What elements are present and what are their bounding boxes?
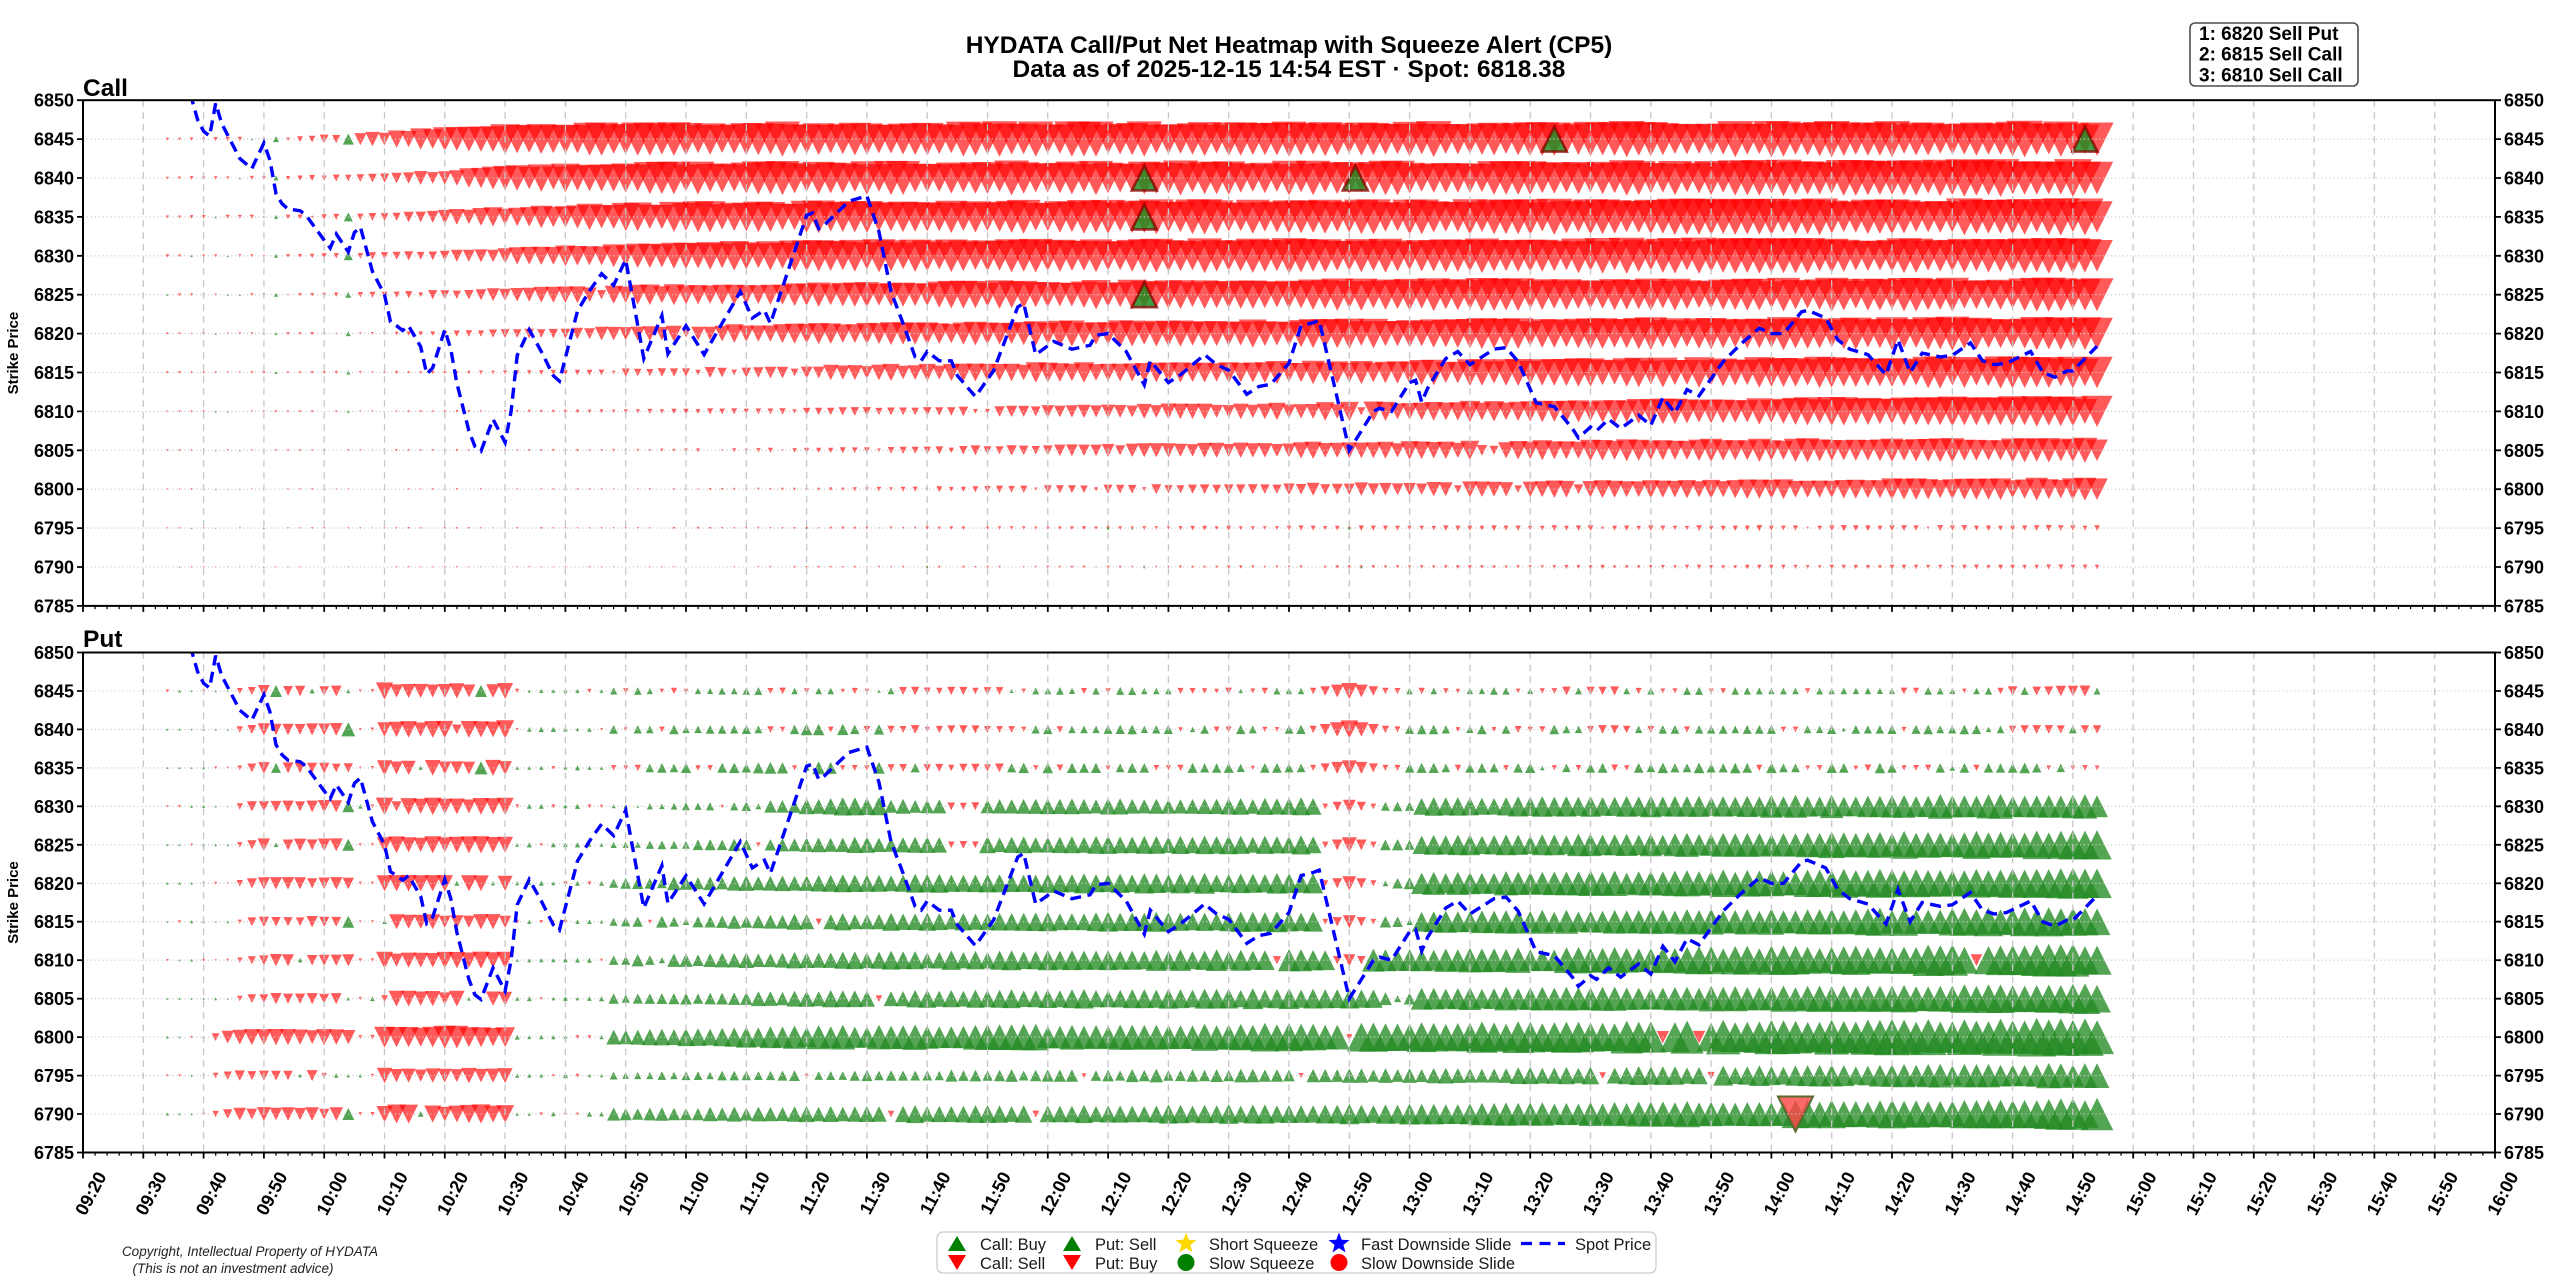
svg-text:6790: 6790 [34,558,74,578]
svg-text:6840: 6840 [34,720,74,740]
svg-text:Slow Downside Slide: Slow Downside Slide [1361,1255,1515,1273]
svg-text:6810: 6810 [2504,951,2544,971]
svg-text:6825: 6825 [2504,835,2544,855]
svg-text:6820: 6820 [2504,874,2544,894]
svg-text:6850: 6850 [2504,643,2544,663]
svg-text:Short Squeeze: Short Squeeze [1209,1236,1318,1254]
svg-text:6790: 6790 [2504,1105,2544,1125]
svg-text:6845: 6845 [34,130,74,150]
svg-text:6840: 6840 [2504,169,2544,189]
svg-text:HYDATA Call/Put Net Heatmap wi: HYDATA Call/Put Net Heatmap with Squeeze… [966,32,1613,59]
svg-text:2: 6815 Sell Call: 2: 6815 Sell Call [2199,45,2343,66]
svg-text:6800: 6800 [2504,480,2544,500]
svg-text:6850: 6850 [34,91,74,111]
svg-text:1: 6820 Sell Put: 1: 6820 Sell Put [2199,24,2339,45]
svg-text:6785: 6785 [2504,596,2544,616]
svg-text:6850: 6850 [34,643,74,663]
svg-text:6795: 6795 [34,1066,74,1086]
svg-text:Fast Downside Slide: Fast Downside Slide [1361,1236,1511,1254]
svg-text:6845: 6845 [2504,682,2544,702]
svg-text:6835: 6835 [2504,758,2544,778]
svg-text:3: 6810 Sell Call: 3: 6810 Sell Call [2199,66,2343,87]
svg-text:6825: 6825 [34,285,74,305]
svg-text:6805: 6805 [2504,989,2544,1009]
svg-text:6800: 6800 [2504,1028,2544,1048]
svg-text:Call: Sell: Call: Sell [980,1255,1045,1273]
svg-text:6815: 6815 [2504,363,2544,383]
svg-text:6815: 6815 [34,363,74,383]
svg-text:6815: 6815 [2504,912,2544,932]
svg-text:Strike Price: Strike Price [5,312,22,395]
svg-text:6820: 6820 [34,324,74,344]
svg-text:6805: 6805 [34,989,74,1009]
svg-text:6825: 6825 [34,835,74,855]
svg-text:6830: 6830 [2504,797,2544,817]
svg-text:Copyright, Intellectual Proper: Copyright, Intellectual Property of HYDA… [122,1244,378,1259]
svg-text:6845: 6845 [34,682,74,702]
svg-text:6795: 6795 [34,519,74,539]
svg-text:Call: Buy: Call: Buy [980,1236,1047,1254]
svg-text:Slow Squeeze: Slow Squeeze [1209,1255,1315,1273]
svg-text:6825: 6825 [2504,285,2544,305]
svg-text:Spot Price: Spot Price [1575,1236,1651,1254]
svg-text:6820: 6820 [2504,324,2544,344]
svg-text:6795: 6795 [2504,1066,2544,1086]
svg-text:6830: 6830 [34,797,74,817]
svg-text:6835: 6835 [34,207,74,227]
svg-text:6800: 6800 [34,480,74,500]
svg-text:6785: 6785 [2504,1143,2544,1163]
svg-text:6790: 6790 [2504,558,2544,578]
svg-text:Strike Price: Strike Price [5,861,22,944]
svg-text:6820: 6820 [34,874,74,894]
svg-text:Put: Sell: Put: Sell [1095,1236,1156,1254]
svg-text:6840: 6840 [34,169,74,189]
svg-text:6830: 6830 [34,246,74,266]
svg-text:6785: 6785 [34,1143,74,1163]
svg-text:6810: 6810 [2504,402,2544,422]
svg-text:Put: Buy: Put: Buy [1095,1255,1158,1273]
svg-text:6835: 6835 [2504,207,2544,227]
svg-text:6830: 6830 [2504,246,2544,266]
svg-text:Put: Put [83,626,122,653]
svg-text:6790: 6790 [34,1105,74,1125]
svg-text:6805: 6805 [34,441,74,461]
svg-text:Data as of 2025-12-15 14:54 ES: Data as of 2025-12-15 14:54 EST · Spot: … [1013,56,1566,83]
svg-text:Call: Call [83,75,128,102]
svg-text:6810: 6810 [34,402,74,422]
svg-text:6850: 6850 [2504,91,2544,111]
svg-text:6815: 6815 [34,912,74,932]
svg-text:6795: 6795 [2504,519,2544,539]
svg-text:6785: 6785 [34,596,74,616]
svg-text:6810: 6810 [34,951,74,971]
svg-text:6835: 6835 [34,758,74,778]
svg-text:6805: 6805 [2504,441,2544,461]
svg-text:6800: 6800 [34,1028,74,1048]
svg-text:6845: 6845 [2504,130,2544,150]
svg-text:6840: 6840 [2504,720,2544,740]
svg-text:(This is not an investment adv: (This is not an investment advice) [132,1261,333,1276]
